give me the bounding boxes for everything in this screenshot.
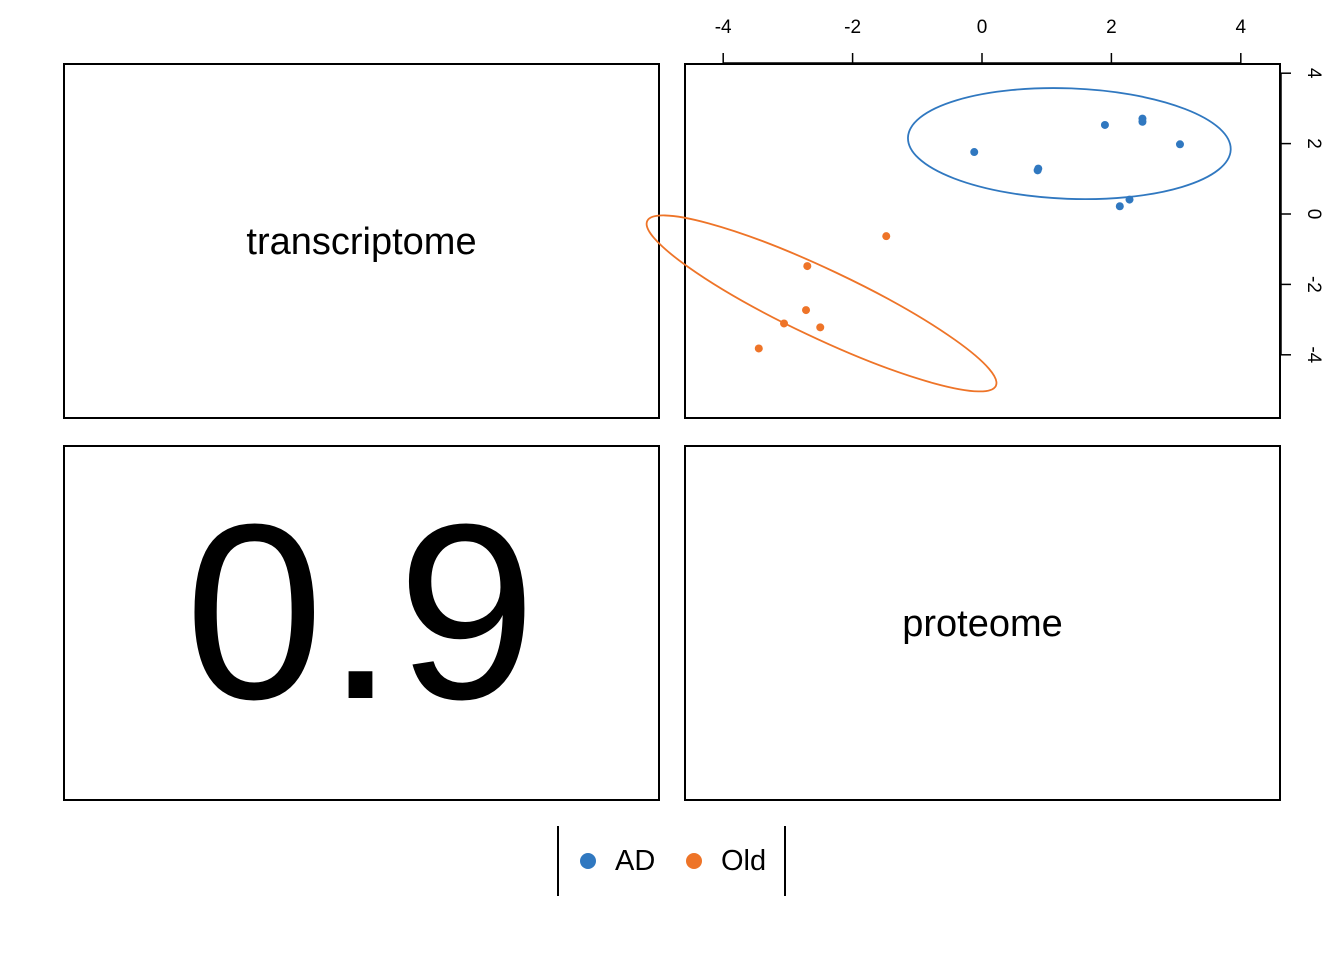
diagonal-panel-proteome: proteome: [684, 445, 1281, 801]
point-ad: [1033, 166, 1042, 175]
scatter-panel: [684, 63, 1281, 419]
point-ad: [1100, 120, 1109, 129]
x-tick-label: 0: [977, 17, 988, 38]
legend-item-ad: AD: [580, 845, 655, 877]
point-ad: [970, 148, 979, 157]
point-ad: [1175, 140, 1184, 149]
point-ad: [1138, 117, 1147, 126]
legend: AD Old: [557, 826, 786, 896]
legend-label-old: Old: [721, 844, 767, 877]
point-ad: [1125, 195, 1134, 204]
ellipse-old: [645, 214, 998, 393]
legend-label-ad: AD: [615, 844, 656, 877]
point-old: [803, 262, 812, 271]
correlation-value: 0.9: [184, 472, 539, 751]
point-ad: [1115, 202, 1124, 211]
legend-marker-ad: [580, 853, 596, 869]
x-tick-label: 4: [1236, 17, 1247, 38]
point-old: [882, 232, 891, 241]
legend-item-old: Old: [686, 845, 766, 877]
point-old: [816, 323, 825, 332]
transcriptome-label: transcriptome: [246, 221, 477, 263]
ellipse-ad: [907, 87, 1232, 201]
y-tick-label: 4: [1303, 68, 1324, 79]
x-tick-label: -2: [844, 17, 861, 38]
x-tick-label: -4: [715, 17, 732, 38]
x-tick-label: 2: [1106, 17, 1117, 38]
y-tick-label: -4: [1303, 346, 1324, 363]
correlation-panel: 0.9: [63, 445, 660, 801]
point-old: [780, 319, 789, 328]
point-old: [754, 344, 763, 353]
legend-marker-old: [686, 853, 702, 869]
y-tick-label: 0: [1303, 209, 1324, 220]
proteome-label: proteome: [902, 603, 1063, 645]
diagonal-panel-transcriptome: transcriptome: [63, 63, 660, 419]
point-old: [802, 306, 811, 315]
y-tick-label: 2: [1303, 138, 1324, 149]
y-tick-label: -2: [1303, 276, 1324, 293]
